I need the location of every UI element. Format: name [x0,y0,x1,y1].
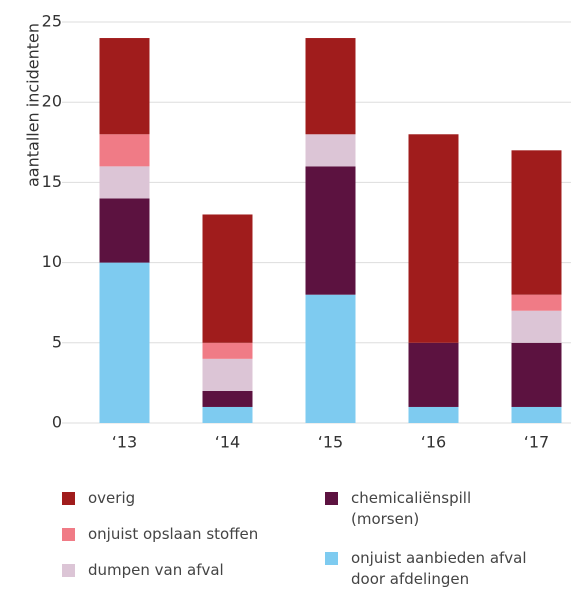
bar-segment [202,214,253,343]
bar-segment [305,294,356,423]
x-tick-label: ‘17 [524,433,549,452]
legend-swatch [62,528,75,541]
chart: aantallen incidenten 0 5 10 15 20 25 ‘13 ‘14 ‘15… [24,12,571,452]
legend-item: onjuist opslaan stoffen [62,524,278,545]
bar-segment [511,342,562,407]
legend-label: overig [88,489,136,507]
y-tick-label: 15 [42,172,62,191]
legend-swatch [62,492,75,505]
legend-label: dumpen van afval [88,561,224,579]
bar-segment [202,390,253,407]
legend-item: chemicaliënspill (morsen) [325,488,541,530]
bar-segment [408,134,459,343]
legend-item: dumpen van afval [62,560,278,581]
bar-segment [305,134,356,167]
x-tick-label: ‘14 [215,433,240,452]
y-tick-label: 10 [42,252,62,271]
bar-segment [511,406,562,423]
bar-segment [99,262,150,423]
bar-segment [99,166,150,199]
bar-segment [511,294,562,311]
bar-segment [202,342,253,359]
x-tick-label: ‘13 [112,433,137,452]
y-tick-label: 25 [42,12,62,31]
legend-label: onjuist aanbieden afval door afdelingen [351,549,527,588]
bar-segment [305,166,356,295]
legend-swatch [62,564,75,577]
x-tick-label: ‘16 [421,433,446,452]
bar-segment [305,38,356,135]
bar-segment [99,198,150,263]
bar-segment [511,310,562,343]
y-axis-label: aantallen incidenten [24,23,43,187]
legend-label: chemicaliënspill (morsen) [351,489,472,528]
legend-swatch [325,492,338,505]
bar-segment [511,150,562,295]
bar-segment [408,342,459,407]
bar-segment [202,406,253,423]
bar-segment [408,406,459,423]
legend-label: onjuist opslaan stoffen [88,525,259,543]
bar-segment [99,134,150,167]
y-tick-label: 20 [42,92,62,111]
bar-segment [99,38,150,135]
legend-item: onjuist aanbieden afval door afdelingen [325,548,541,590]
bar-segment [202,358,253,391]
legend-swatch [325,552,338,565]
legend-item: overig [62,488,278,509]
y-tick-label: 0 [52,413,62,432]
y-tick-label: 5 [52,332,62,351]
x-tick-label: ‘15 [318,433,343,452]
